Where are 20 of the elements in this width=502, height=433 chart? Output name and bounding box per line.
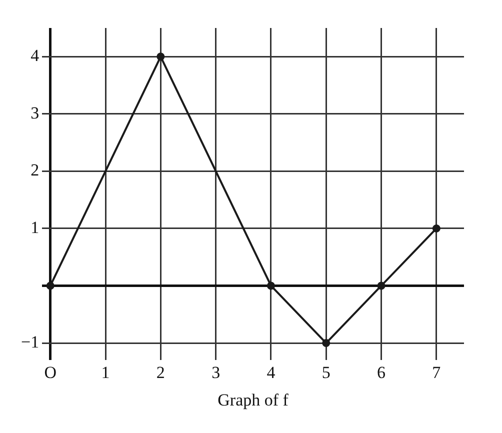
x-tick-label: 3	[212, 362, 220, 382]
point	[322, 339, 330, 348]
y-tick-label: 3	[30, 103, 40, 122]
x-tick-label: 7	[432, 362, 442, 382]
point	[266, 282, 275, 290]
x-tick-label: 4	[266, 362, 276, 382]
y-tick-label: 2	[30, 160, 40, 180]
point	[377, 282, 386, 290]
x-tick-label: 6	[377, 362, 386, 382]
point	[156, 52, 165, 61]
point	[46, 282, 54, 290]
x-tick-label: O	[44, 362, 56, 382]
x-tick-label: 2	[156, 362, 165, 382]
x-axis-title: Graph of f	[218, 390, 289, 410]
point	[432, 224, 440, 232]
x-tick-label: 5	[322, 362, 330, 382]
y-tick-label: −1	[20, 332, 40, 352]
x-tick-label: 1	[101, 362, 110, 382]
y-tick-label: 1	[30, 218, 40, 237]
y-tick-label: 4	[30, 46, 40, 66]
